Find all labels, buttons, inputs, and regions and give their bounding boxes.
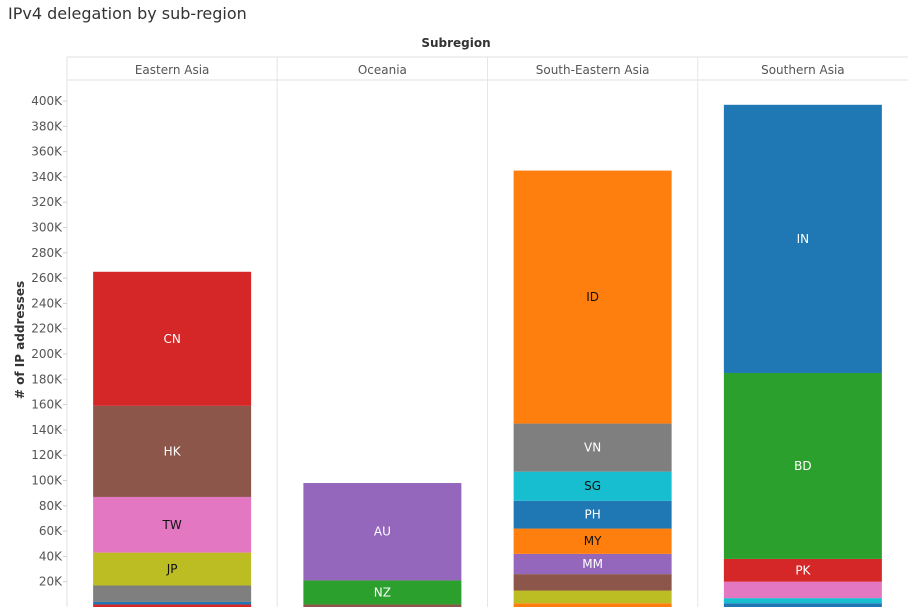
column-header-title: Subregion: [421, 36, 491, 50]
bar-segment: [303, 483, 462, 581]
y-tick-label: 220K: [31, 322, 63, 336]
segment-label: CN: [163, 332, 180, 346]
bar-segment: [513, 528, 672, 554]
segment-label: VN: [584, 441, 601, 455]
y-tick-label: 80K: [39, 499, 63, 513]
panel-header-label: Southern Asia: [761, 63, 845, 77]
bar-segment: [513, 170, 672, 424]
y-tick-label: 100K: [31, 474, 63, 488]
y-tick-label: 280K: [31, 246, 63, 260]
bar-segment: [723, 603, 882, 607]
bar-segment: [93, 271, 252, 406]
segment-label: MY: [584, 534, 602, 548]
bar-segment: [93, 552, 252, 586]
y-tick-label: 320K: [31, 195, 63, 209]
bar-segment: [513, 471, 672, 501]
chart-title: IPv4 delegation by sub-region: [8, 4, 247, 23]
y-tick-label: 340K: [31, 170, 63, 184]
segment-label: IN: [797, 232, 810, 246]
segment-label: PH: [584, 508, 600, 522]
bar-segment: [723, 558, 882, 582]
bar-segment: [303, 604, 462, 607]
bar-segment: [93, 405, 252, 497]
y-tick-label: 180K: [31, 372, 63, 386]
bar-segment: [723, 598, 882, 604]
bar-segment: [303, 580, 462, 605]
segment-label: ID: [586, 290, 599, 304]
y-tick-label: 400K: [31, 94, 63, 108]
segment-label: HK: [164, 444, 182, 458]
y-tick-label: 140K: [31, 423, 63, 437]
segment-label: PK: [795, 563, 811, 577]
bar-segment: [93, 496, 252, 553]
bar-segment: [93, 604, 252, 607]
y-tick-label: 360K: [31, 145, 63, 159]
y-tick-label: 120K: [31, 448, 63, 462]
segment-label: NZ: [374, 585, 391, 599]
y-tick-label: 300K: [31, 221, 63, 235]
y-tick-label: 200K: [31, 347, 63, 361]
segment-label: SG: [584, 479, 601, 493]
panel-header-label: Oceania: [358, 63, 407, 77]
bar-segment: [723, 581, 882, 599]
y-tick-label: 20K: [39, 575, 63, 589]
panel-header-label: South-Eastern Asia: [536, 63, 650, 77]
y-tick-label: 260K: [31, 271, 63, 285]
bar-segment: [513, 603, 672, 607]
bar-segment: [93, 585, 252, 602]
bar-segment: [723, 372, 882, 559]
bar-segment: [93, 601, 252, 605]
bar-segment: [513, 590, 672, 604]
bar-segment: [513, 574, 672, 591]
y-tick-label: 240K: [31, 296, 63, 310]
segment-label: JP: [166, 562, 178, 576]
bar-segment: [513, 423, 672, 472]
y-tick-label: 160K: [31, 398, 63, 412]
bar-segment: [513, 500, 672, 529]
segment-label: AU: [374, 525, 391, 539]
panel-header-label: Eastern Asia: [135, 63, 210, 77]
bar-segment: [513, 553, 672, 575]
bar-segment: [723, 104, 882, 373]
segment-label: TW: [162, 518, 182, 532]
segment-label: MM: [582, 557, 603, 571]
y-tick-label: 380K: [31, 119, 63, 133]
y-tick-label: 40K: [39, 549, 63, 563]
segment-label: BD: [794, 459, 811, 473]
y-tick-label: 60K: [39, 524, 63, 538]
